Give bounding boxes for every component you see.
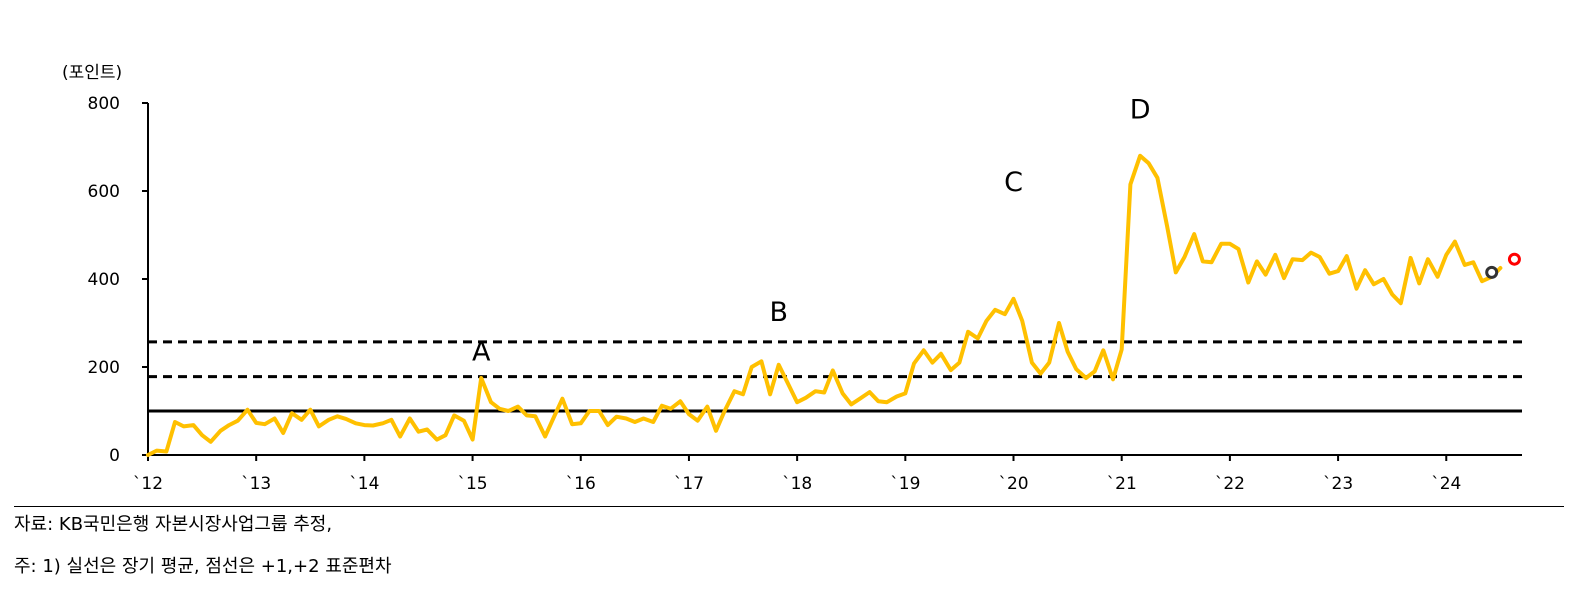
x-tick-label: `17	[674, 474, 704, 494]
x-tick-label: `21	[1107, 474, 1137, 494]
end-marker-0	[1485, 265, 1499, 279]
reference-lines	[148, 340, 1522, 413]
y-tick-label: 800	[88, 94, 120, 114]
series-layer	[146, 153, 1503, 457]
x-tick-label: `22	[1215, 474, 1245, 494]
x-tick-label: `18	[782, 474, 812, 494]
annotation-C: C	[1004, 167, 1023, 198]
source-note: 자료: KB국민은행 자본시장사업그룹 추정,	[14, 514, 333, 535]
annotation-A: A	[472, 336, 491, 367]
x-tick-label: `12	[133, 474, 163, 494]
y-tick-label: 600	[88, 182, 120, 202]
x-tick-label: `23	[1323, 474, 1353, 494]
end-markers	[1485, 252, 1521, 279]
x-tick-label: `15	[457, 474, 487, 494]
series-line-0	[146, 153, 1503, 457]
y-tick-label: 0	[109, 446, 120, 466]
bottom-divider	[14, 506, 1564, 507]
annotations: A B C D	[472, 94, 1151, 367]
x-tick-label: `16	[566, 474, 596, 494]
x-tick-label: `13	[241, 474, 271, 494]
x-tick-label: `19	[890, 474, 920, 494]
x-axis-ticks: `12 `13 `14 `15 `16 `17 `18 `19 `20 `21 `22 `23 `24	[133, 455, 1461, 494]
y-tick-label: 200	[88, 358, 120, 378]
x-tick-label: `24	[1431, 474, 1461, 494]
x-tick-label: `14	[349, 474, 379, 494]
annotation-B: B	[769, 297, 788, 328]
y-axis-ticks: 0 200 400 600 800	[88, 94, 148, 466]
x-tick-label: `20	[998, 474, 1028, 494]
footnote: 주: 1) 실선은 장기 평균, 점선은 +1,+2 표준편차	[14, 556, 392, 577]
axes	[147, 103, 1522, 456]
annotation-D: D	[1130, 94, 1151, 125]
end-marker-1	[1507, 252, 1521, 266]
y-axis-unit-label: (포인트)	[62, 63, 122, 83]
y-tick-label: 400	[88, 270, 120, 290]
